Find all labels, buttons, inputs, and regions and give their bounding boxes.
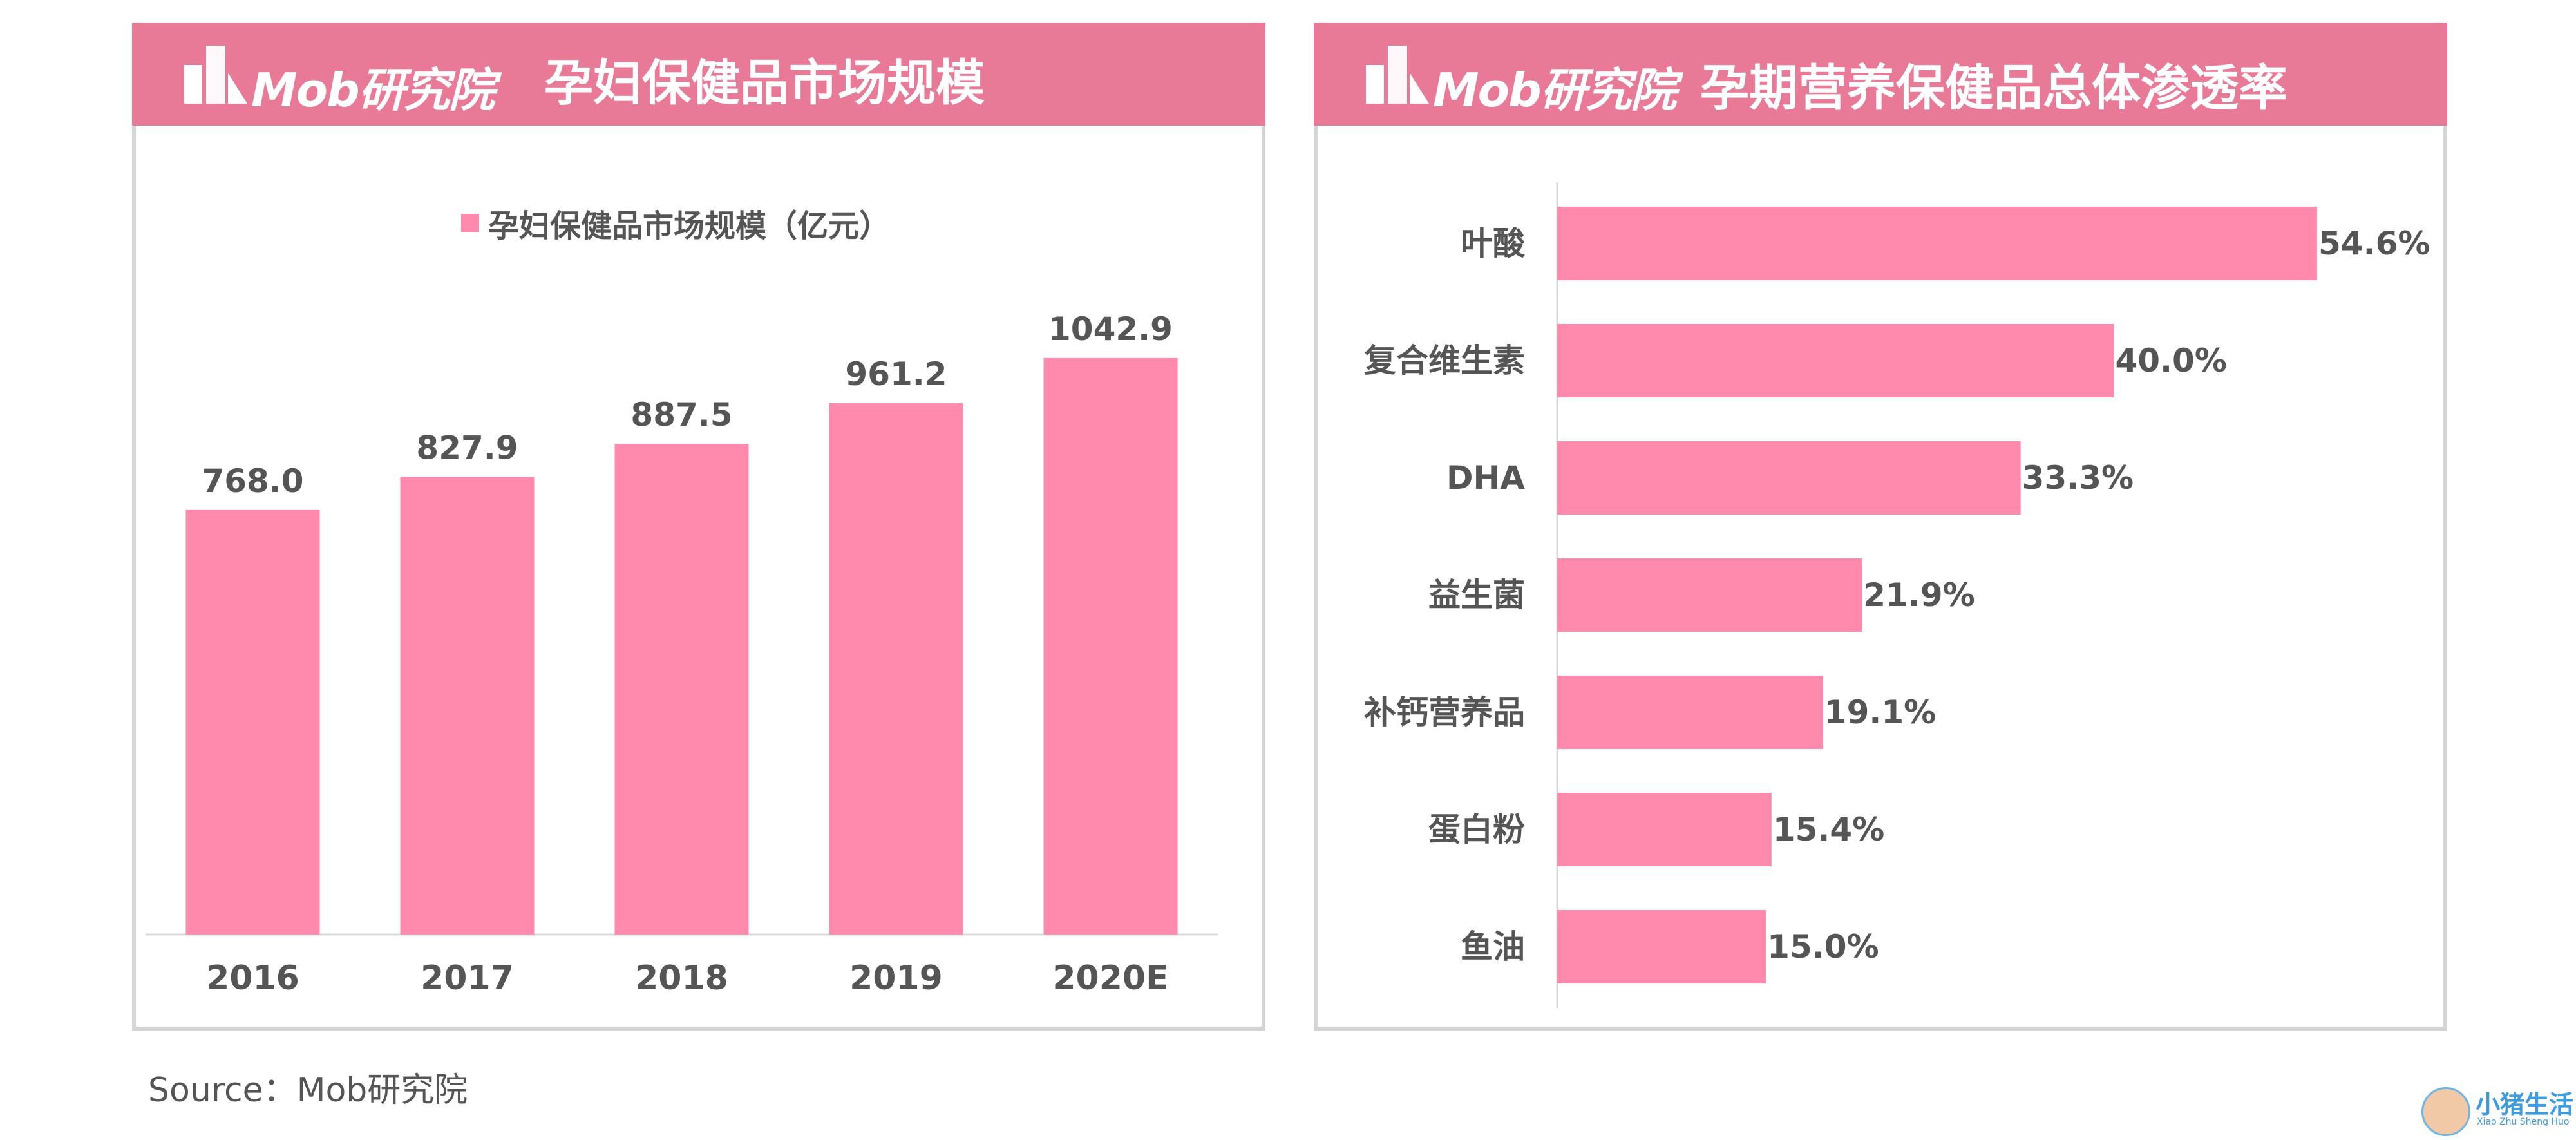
data-label: 827.9 [416, 429, 518, 466]
bar [1557, 324, 2114, 397]
data-label: 54.6% [2318, 225, 2430, 262]
bar [829, 403, 963, 935]
data-label: 15.4% [1773, 811, 1884, 848]
panel-header: Mob研究院 孕妇保健品市场规模 [132, 23, 1265, 126]
data-label: 21.9% [1863, 576, 1975, 614]
data-label: 1042.9 [1048, 310, 1173, 348]
y-tick-label: 叶酸 [1461, 225, 1526, 262]
watermark-text: 小猪生活 [2476, 1090, 2574, 1119]
penetration-bar-chart: 叶酸 54.6% 复合维生素 40.0% DHA 33.3% 益生菌 21.9% 补钙营养品 19… [1364, 182, 2430, 1008]
data-label: 887.5 [630, 396, 732, 433]
source-note: Source：Mob研究院 [148, 1071, 468, 1110]
logo-text: Mob研究院 [251, 63, 495, 117]
bar [614, 444, 749, 935]
y-tick-label: 益生菌 [1428, 576, 1525, 614]
legend-label: 孕妇保健品市场规模（亿元） [488, 208, 891, 244]
pig-mascot-icon [2421, 1087, 2470, 1136]
x-tick-label: 2020E [1052, 959, 1168, 998]
penetration-panel: Mob研究院 孕期营养保健品总体渗透率 叶酸 54.6% 复合维生素 40.0% DHA… [1314, 23, 2447, 1031]
mob-research-logo: Mob研究院 [1362, 34, 1677, 118]
market-size-bar-chart: 768.0 2016 827.9 2017 887.5 2018 961.2 2019 1042… [146, 310, 1218, 998]
panel-header: Mob研究院 孕期营养保健品总体渗透率 [1314, 23, 2447, 126]
watermark: 小猪生活 Xiao Zhu Sheng Huo [2421, 1082, 2576, 1140]
y-tick-label: 复合维生素 [1364, 342, 1525, 379]
y-tick-label: DHA [1446, 459, 1525, 497]
bar [1557, 910, 1766, 983]
data-label: 40.0% [2115, 342, 2226, 379]
data-label: 33.3% [2022, 459, 2134, 497]
x-tick-label: 2016 [206, 959, 299, 998]
bar [400, 477, 535, 935]
data-label: 19.1% [1824, 694, 1936, 731]
bar [1557, 207, 2317, 280]
market-size-panel: Mob研究院 孕妇保健品市场规模 孕妇保健品市场规模（亿元） 768.0 2016… [132, 23, 1265, 1031]
chart-legend: 孕妇保健品市场规模（亿元） [461, 204, 890, 244]
watermark-subtext: Xiao Zhu Sheng Huo [2477, 1117, 2570, 1127]
logo-mark-icon [1366, 46, 1429, 104]
panel-title: 孕期营养保健品总体渗透率 [1700, 59, 2287, 117]
y-tick-label: 补钙营养品 [1364, 694, 1525, 731]
bar [1557, 793, 1772, 866]
x-tick-label: 2017 [421, 959, 514, 998]
bar [1557, 441, 2021, 515]
logo-text: Mob研究院 [1433, 63, 1677, 117]
data-label: 961.2 [845, 356, 947, 393]
bar [1557, 676, 1823, 749]
x-tick-label: 2019 [849, 959, 943, 998]
logo-mark-icon [184, 46, 247, 104]
mob-research-logo: Mob研究院 [180, 34, 495, 118]
panel-title: 孕妇保健品市场规模 [544, 54, 985, 111]
bar [1557, 558, 1862, 632]
data-label: 768.0 [202, 462, 303, 500]
legend-swatch [461, 214, 479, 232]
x-tick-label: 2018 [635, 959, 728, 998]
bar [185, 509, 320, 935]
y-tick-label: 蛋白粉 [1428, 811, 1525, 848]
y-tick-label: 鱼油 [1461, 928, 1525, 965]
data-label: 15.0% [1767, 928, 1879, 965]
bar [1043, 357, 1178, 935]
